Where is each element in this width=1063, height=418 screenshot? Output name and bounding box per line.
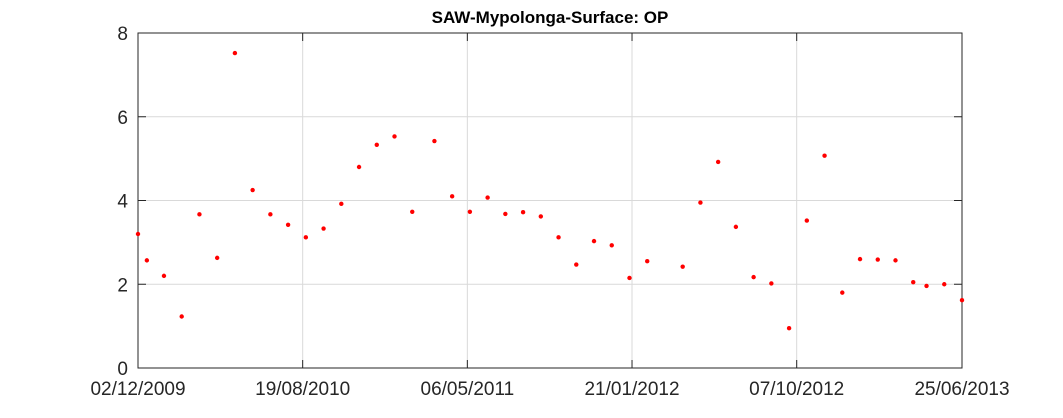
data-point: [591, 238, 597, 244]
data-point: [520, 210, 526, 215]
x-tick-label: 06/05/2011: [421, 379, 515, 400]
data-point: [924, 283, 929, 289]
data-point: [179, 314, 184, 319]
data-point: [627, 275, 632, 281]
data-point: [645, 259, 650, 264]
ticks: [137, 32, 963, 369]
data-point: [959, 297, 965, 303]
data-point: [410, 209, 415, 215]
y-tick-label: 2: [117, 275, 128, 296]
data-point: [503, 211, 508, 217]
data-point: [942, 282, 947, 287]
data-point: [268, 212, 273, 217]
data-point: [161, 273, 167, 279]
data-point: [609, 243, 614, 248]
data-point: [751, 274, 756, 280]
data-point: [733, 224, 739, 230]
y-tick-label: 6: [117, 108, 128, 129]
x-tick-label: 02/12/2009: [90, 379, 185, 400]
data-point: [786, 326, 792, 331]
data-point: [715, 159, 721, 165]
data-point: [698, 200, 703, 205]
data-point: [135, 231, 141, 237]
data-point: [822, 153, 827, 158]
x-tick-label: 21/01/2012: [584, 379, 679, 400]
data-point: [875, 257, 880, 262]
data-point: [356, 164, 362, 170]
data-point: [250, 187, 255, 193]
data-point: [303, 235, 309, 240]
data-point: [432, 138, 437, 144]
data-point: [321, 226, 326, 231]
x-tick-label: 19/08/2010: [255, 379, 350, 400]
x-tick-label: 25/06/2013: [914, 379, 1009, 400]
data-point: [893, 258, 898, 263]
data-point: [144, 258, 150, 263]
data-point: [214, 255, 220, 261]
data-point: [769, 281, 774, 286]
data-point: [538, 214, 544, 219]
data-point: [197, 212, 202, 217]
data-point: [857, 256, 863, 262]
data-point: [680, 264, 685, 269]
data-point: [232, 50, 238, 56]
data-point: [840, 290, 845, 295]
y-tick-label: 4: [117, 192, 128, 213]
data-point: [804, 218, 810, 223]
chart-title: SAW-Mypolonga-Surface: OP: [432, 8, 669, 27]
data-point: [485, 195, 490, 200]
data-point: [449, 194, 455, 199]
y-tick-label: 0: [117, 359, 128, 380]
data-point: [374, 142, 379, 148]
data-points: [135, 50, 965, 331]
x-tick-label: 07/10/2012: [749, 379, 844, 400]
y-tick-label: 8: [117, 24, 128, 45]
data-point: [285, 222, 291, 227]
tick-labels: 02/12/2009 19/08/2010 06/05/2011 21/01/2012…: [90, 24, 1009, 400]
data-point: [467, 209, 473, 215]
data-point: [574, 262, 579, 267]
data-point: [339, 201, 344, 207]
data-point: [392, 134, 397, 139]
data-point: [556, 235, 561, 240]
data-point: [911, 279, 916, 285]
